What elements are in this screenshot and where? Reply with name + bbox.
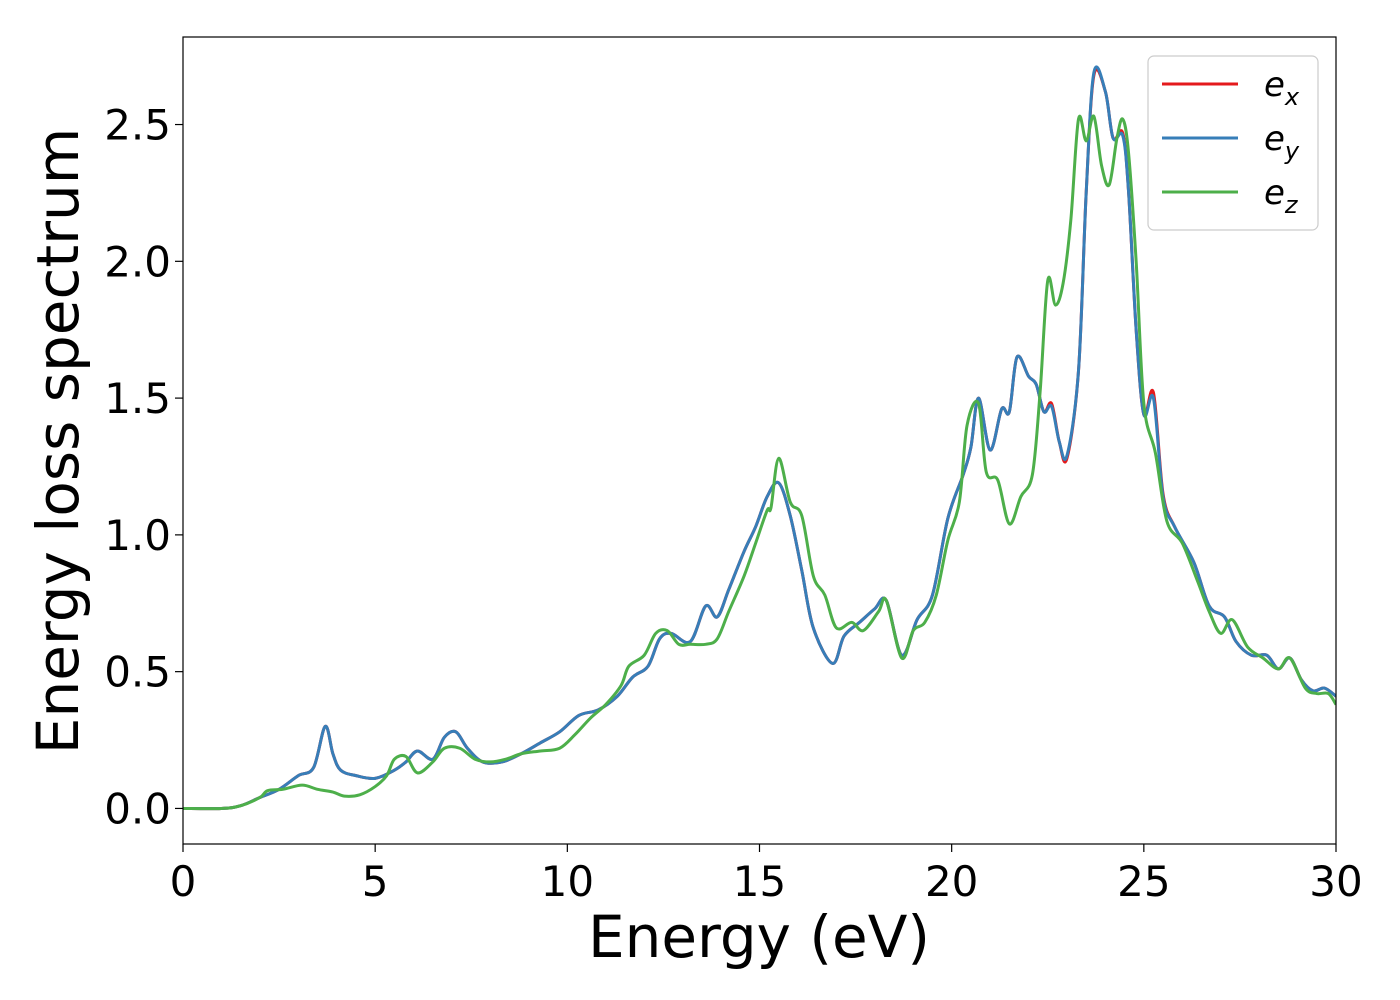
y-tick-label: 2.5 [104,101,171,150]
series-line-e-y [183,65,1336,811]
x-tick-label: 15 [733,857,786,906]
series-layer [183,65,1336,811]
legend: ex ey ez [1147,55,1319,231]
series-line-e-z [183,114,1336,811]
legend-items: ex ey ez [1162,65,1300,219]
y-tick-label: 0.0 [104,784,171,833]
x-axis: 0 5 10 15 20 25 30 [170,844,1363,906]
x-tick-label: 5 [362,857,389,906]
x-tick-label: 20 [925,857,978,906]
y-axis: 0.0 0.5 1.0 1.5 2.0 2.5 [104,101,183,833]
y-tick-label: 1.0 [104,511,171,560]
legend-label-e-x: ex [1264,65,1300,111]
x-tick-label: 30 [1309,857,1362,906]
x-tick-label: 25 [1117,857,1170,906]
y-tick-label: 1.5 [104,374,171,423]
legend-box [1147,55,1319,231]
legend-label-e-y: ey [1264,119,1300,165]
y-tick-label: 0.5 [104,648,171,697]
x-axis-label: Energy (eV) [588,903,930,971]
y-axis-label: Energy loss spectrum [24,128,92,754]
y-tick-label: 2.0 [104,237,171,286]
x-tick-label: 0 [170,857,197,906]
legend-label-e-z: ez [1264,173,1299,219]
x-tick-label: 10 [541,857,594,906]
